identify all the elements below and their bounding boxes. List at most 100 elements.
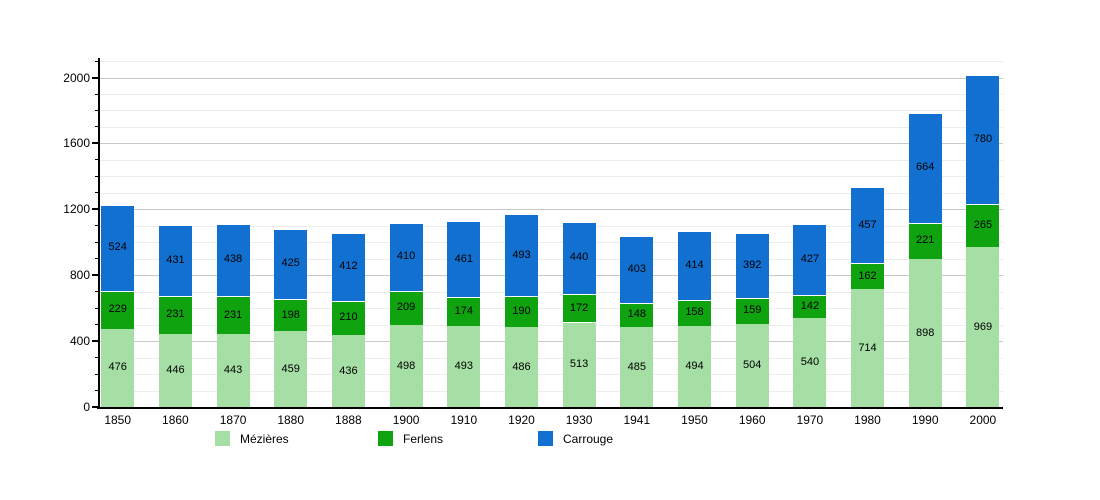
bar-1930-segment-carrouge <box>562 221 596 295</box>
y-axis-line <box>98 58 100 409</box>
bar-1970-segment-mezieres <box>793 318 827 407</box>
y-axis-minor-tick <box>95 357 99 359</box>
segment-value-label: 436 <box>339 364 358 377</box>
x-axis-tick-label: 1900 <box>392 413 420 427</box>
bar-1980-segment-mezieres <box>851 289 884 407</box>
x-axis-tick-label: 1950 <box>681 413 708 427</box>
y-axis-minor-tick <box>95 307 99 309</box>
segment-value-label: 159 <box>743 304 762 317</box>
segment-value-label: 425 <box>281 257 300 270</box>
x-axis-tick-label: 1941 <box>623 413 651 427</box>
bar-1860-segment-mezieres <box>158 333 192 407</box>
segment-value-label: 540 <box>800 356 820 368</box>
segment-value-label: 148 <box>627 308 646 321</box>
bar-1950-segment-ferlens <box>678 299 711 326</box>
y-axis-tick-label: 800 <box>69 268 90 283</box>
minor-gridline <box>99 390 1003 392</box>
segment-value-label: 780 <box>973 132 993 145</box>
minor-gridline <box>99 176 1003 178</box>
segment-value-label: 190 <box>512 304 531 317</box>
x-axis-tick-label: 1920 <box>508 413 535 427</box>
major-gridline <box>99 341 1003 343</box>
y-axis-major-tick <box>92 76 99 79</box>
bar-1960-segment-mezieres <box>735 324 769 407</box>
segment-value-label: 414 <box>685 259 704 271</box>
y-axis-minor-tick <box>95 192 99 194</box>
minor-gridline <box>99 192 1003 194</box>
segment-value-label: 412 <box>339 260 358 273</box>
segment-value-label: 142 <box>800 299 820 312</box>
major-gridline <box>99 209 1003 211</box>
minor-gridline <box>99 258 1003 260</box>
y-axis-minor-tick <box>95 324 99 326</box>
bar-1910-segment-mezieres <box>447 325 481 407</box>
segment-value-label: 485 <box>627 360 646 373</box>
x-axis-tick-label: 1870 <box>219 413 247 427</box>
y-axis-tick-label: 1600 <box>63 136 90 151</box>
bar-1990-segment-carrouge <box>908 113 942 223</box>
y-axis-tick-label: 1200 <box>63 202 90 217</box>
x-axis-tick-label: 2000 <box>969 413 997 427</box>
segment-value-label: 174 <box>454 304 473 317</box>
legend-label-carrouge: Carrouge <box>563 432 614 446</box>
segment-value-label: 513 <box>569 358 589 371</box>
segment-value-label: 457 <box>858 218 877 231</box>
segment-value-label: 158 <box>685 306 704 319</box>
minor-gridline <box>99 126 1003 128</box>
y-axis-minor-tick <box>95 241 99 243</box>
bar-1860-segment-ferlens <box>158 295 192 334</box>
bar-2000-segment-ferlens <box>966 203 1000 248</box>
y-axis-minor-tick <box>95 258 99 260</box>
segment-value-label: 440 <box>569 251 589 264</box>
bar-1880-segment-mezieres <box>274 331 308 407</box>
y-axis-minor-tick <box>95 225 99 227</box>
segment-value-label: 498 <box>396 359 416 372</box>
segment-value-label: 493 <box>454 359 473 372</box>
segment-value-label: 198 <box>281 308 300 321</box>
minor-gridline <box>99 61 1003 62</box>
y-axis-minor-tick <box>95 390 99 391</box>
bar-1910-segment-ferlens <box>447 297 481 326</box>
bar-1850-segment-mezieres <box>101 328 135 407</box>
segment-value-label: 461 <box>454 252 473 265</box>
bar-1920-segment-ferlens <box>505 295 538 327</box>
bar-1941-segment-carrouge <box>620 236 654 303</box>
bar-1870-segment-carrouge <box>216 223 250 296</box>
legend-swatch-carrouge <box>538 431 553 446</box>
segment-value-label: 162 <box>858 269 877 282</box>
bar-1950-segment-carrouge <box>678 231 711 300</box>
segment-value-label: 410 <box>396 250 416 263</box>
bar-1920-segment-carrouge <box>505 214 538 296</box>
minor-gridline <box>99 159 1003 161</box>
bar-1970-segment-ferlens <box>793 294 827 318</box>
segment-value-label: 969 <box>973 320 993 333</box>
segment-value-label: 524 <box>108 241 127 254</box>
segment-value-label: 172 <box>569 301 589 314</box>
minor-gridline <box>99 225 1003 227</box>
minor-gridline <box>99 94 1003 95</box>
major-gridline <box>99 275 1003 277</box>
y-axis-minor-tick <box>95 126 99 128</box>
bar-1850-segment-carrouge <box>101 204 135 291</box>
legend-label-ferlens: Ferlens <box>403 432 444 446</box>
segment-value-label: 476 <box>108 361 127 374</box>
legend-item-ferlens: Ferlens <box>378 431 528 447</box>
segment-value-label: 209 <box>396 301 416 314</box>
bar-2000-segment-carrouge <box>966 75 1000 204</box>
bar-1960-segment-ferlens <box>735 297 769 324</box>
segment-value-label: 493 <box>512 248 531 261</box>
legend-label-mezieres: Mézières <box>240 432 289 446</box>
bar-1888-segment-ferlens <box>331 300 365 336</box>
y-axis-tick-label: 0 <box>83 400 90 414</box>
segment-value-label: 231 <box>166 308 185 320</box>
x-axis-tick-label: 1960 <box>738 413 766 427</box>
y-axis-minor-tick <box>95 373 99 375</box>
y-axis-minor-tick <box>95 291 99 293</box>
segment-value-label: 210 <box>339 311 358 324</box>
y-axis-minor-tick <box>95 175 99 177</box>
bar-1990-segment-mezieres <box>908 259 942 407</box>
x-axis-tick-label: 1970 <box>796 413 824 427</box>
bar-1888-segment-mezieres <box>331 335 365 407</box>
legend-swatch-ferlens <box>378 431 393 446</box>
